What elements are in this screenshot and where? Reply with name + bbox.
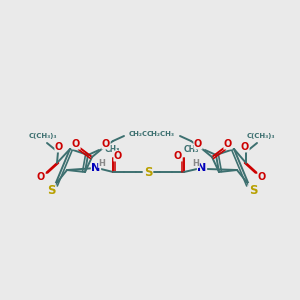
Text: CH₂CH₃: CH₂CH₃ bbox=[129, 131, 157, 137]
Text: CH₃: CH₃ bbox=[105, 145, 121, 154]
Text: S: S bbox=[47, 184, 55, 196]
Text: CH₃: CH₃ bbox=[184, 145, 199, 154]
Text: H: H bbox=[193, 158, 200, 167]
Text: H: H bbox=[99, 158, 105, 167]
Text: O: O bbox=[102, 139, 110, 149]
Text: O: O bbox=[174, 151, 182, 161]
Text: O: O bbox=[258, 172, 266, 182]
Text: O: O bbox=[224, 139, 232, 149]
Text: N: N bbox=[92, 163, 100, 173]
Text: C(CH₃)₃: C(CH₃)₃ bbox=[29, 133, 57, 139]
Text: O: O bbox=[55, 142, 63, 152]
Text: O: O bbox=[194, 139, 202, 149]
Text: S: S bbox=[249, 184, 257, 196]
Text: O: O bbox=[241, 142, 249, 152]
Text: CH₂CH₃: CH₂CH₃ bbox=[147, 131, 175, 137]
Text: S: S bbox=[144, 167, 152, 179]
Text: N: N bbox=[197, 163, 207, 173]
Text: O: O bbox=[37, 172, 45, 182]
Text: C(CH₃)₃: C(CH₃)₃ bbox=[247, 133, 275, 139]
Text: O: O bbox=[114, 151, 122, 161]
Text: O: O bbox=[72, 139, 80, 149]
